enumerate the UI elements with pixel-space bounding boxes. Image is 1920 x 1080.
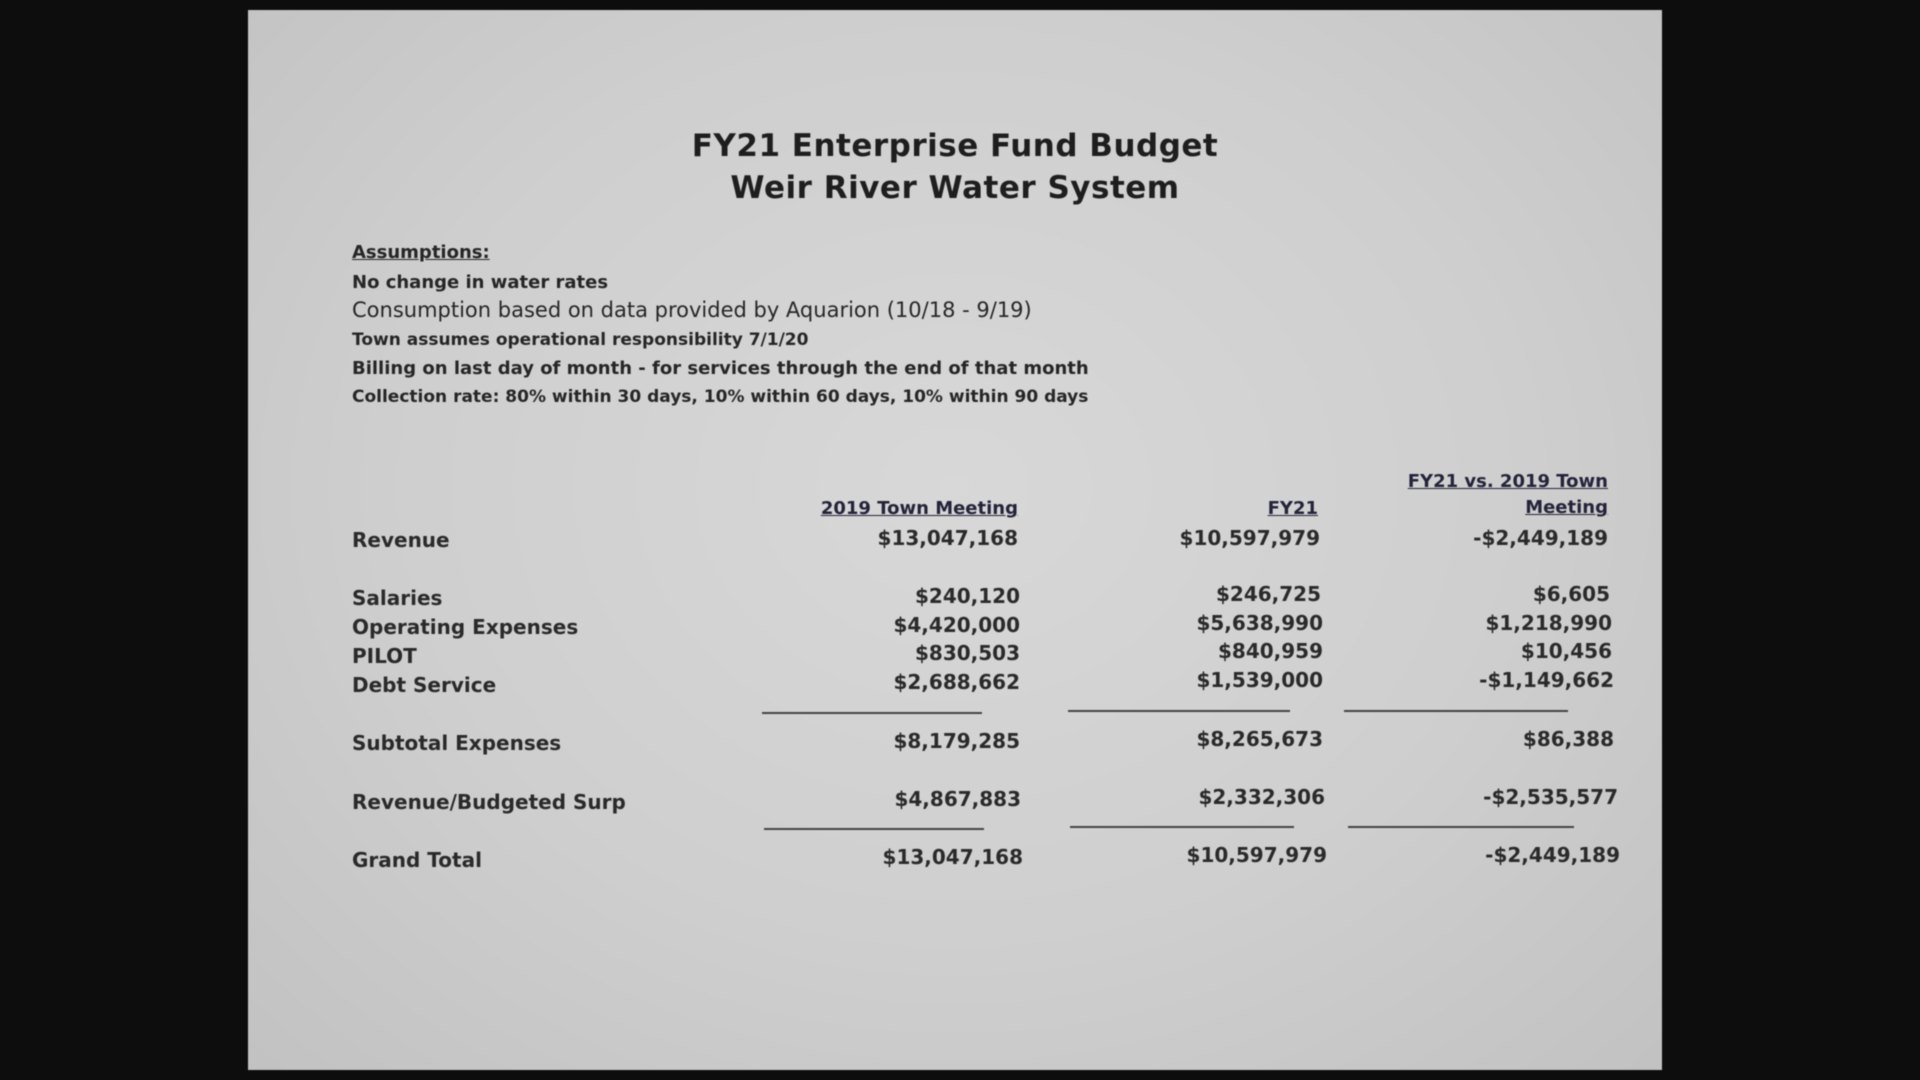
column-header-variance-line2: Meeting xyxy=(1525,497,1608,518)
assumptions-heading: Assumptions: xyxy=(352,242,490,263)
subtotal-rule-col3 xyxy=(1344,710,1568,712)
cell-salaries-variance: $6,605 xyxy=(1532,582,1610,606)
cell-grand-total-fy21: $10,597,979 xyxy=(1186,843,1327,867)
total-rule-col1 xyxy=(764,828,984,830)
assumption-item: Town assumes operational responsibility … xyxy=(352,330,809,350)
total-rule-col3 xyxy=(1348,826,1574,828)
cell-salaries-2019: $240,120 xyxy=(914,584,1020,608)
cell-pilot-variance: $10,456 xyxy=(1520,639,1612,663)
assumption-item: Billing on last day of month - for servi… xyxy=(352,358,1089,379)
row-label-salaries: Salaries xyxy=(352,586,443,610)
cell-grand-total-variance: -$2,449,189 xyxy=(1485,843,1620,867)
cell-pilot-fy21: $840,959 xyxy=(1217,639,1323,663)
assumption-item: Collection rate: 80% within 30 days, 10%… xyxy=(352,387,1089,407)
cell-subtotal-fy21: $8,265,673 xyxy=(1196,727,1323,751)
cell-operating-fy21: $5,638,990 xyxy=(1196,611,1323,635)
cell-surplus-variance: -$2,535,577 xyxy=(1483,785,1618,809)
slide-title: FY21 Enterprise Fund Budget xyxy=(691,128,1219,164)
row-label-debt-service: Debt Service xyxy=(352,673,497,697)
cell-revenue-fy21: $10,597,979 xyxy=(1179,526,1320,550)
cell-grand-total-2019: $13,047,168 xyxy=(882,845,1023,869)
cell-surplus-fy21: $2,332,306 xyxy=(1198,785,1325,809)
row-label-pilot: PILOT xyxy=(352,644,417,668)
cell-debt-fy21: $1,539,000 xyxy=(1196,668,1323,692)
slide-subtitle: Weir River Water System xyxy=(730,170,1180,206)
cell-debt-2019: $2,688,662 xyxy=(893,670,1020,694)
cell-salaries-fy21: $246,725 xyxy=(1215,582,1321,606)
cell-debt-variance: -$1,149,662 xyxy=(1479,668,1614,692)
cell-revenue-2019: $13,047,168 xyxy=(877,526,1018,550)
cell-revenue-variance: -$2,449,189 xyxy=(1473,526,1608,550)
subtotal-rule-col2 xyxy=(1068,710,1290,712)
cell-operating-variance: $1,218,990 xyxy=(1485,611,1612,635)
column-header-fy21: FY21 xyxy=(1267,498,1318,519)
column-header-2019-town-meeting: 2019 Town Meeting xyxy=(820,498,1018,519)
projected-slide: FY21 Enterprise Fund Budget Weir River W… xyxy=(248,10,1662,1070)
subtotal-rule-col1 xyxy=(762,712,982,714)
row-label-budgeted-surplus: Revenue/Budgeted Surp xyxy=(352,790,626,814)
row-label-subtotal-expenses: Subtotal Expenses xyxy=(352,731,562,755)
cell-subtotal-2019: $8,179,285 xyxy=(893,729,1020,753)
assumption-item: No change in water rates xyxy=(352,272,609,293)
cell-surplus-2019: $4,867,883 xyxy=(894,787,1021,811)
column-header-variance: FY21 vs. 2019 Town xyxy=(1407,471,1608,492)
row-label-grand-total: Grand Total xyxy=(352,848,482,872)
cell-operating-2019: $4,420,000 xyxy=(893,613,1020,637)
total-rule-col2 xyxy=(1070,826,1294,828)
cell-subtotal-variance: $86,388 xyxy=(1522,727,1614,751)
row-label-operating-expenses: Operating Expenses xyxy=(352,615,579,639)
assumption-item: Consumption based on data provided by Aq… xyxy=(352,298,1032,322)
row-label-revenue: Revenue xyxy=(352,528,450,552)
cell-pilot-2019: $830,503 xyxy=(914,641,1020,665)
